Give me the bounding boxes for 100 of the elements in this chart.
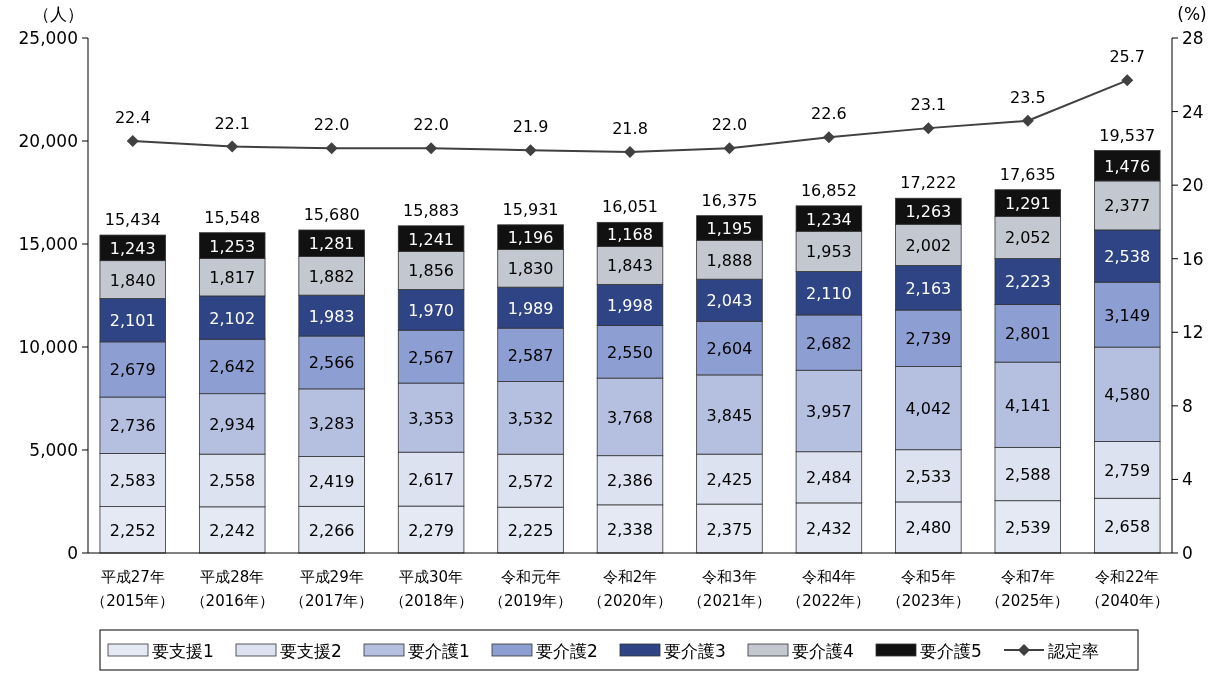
data-label: 2,279 [408, 520, 455, 540]
y2-tick-label: 8 [1182, 395, 1193, 416]
point [126, 135, 139, 147]
point [425, 142, 438, 155]
data-label: 2,604 [706, 339, 753, 359]
data-label: 21.8 [612, 119, 648, 139]
data-label: 2,338 [607, 519, 653, 539]
data-label: 1,856 [408, 261, 455, 281]
total-label: 15,548 [204, 207, 261, 227]
total-label: 16,375 [701, 190, 758, 210]
legend-label: 要介護3 [664, 641, 726, 661]
data-label: 2,801 [1004, 324, 1051, 344]
data-label: 1,843 [607, 256, 653, 276]
data-label: 2,759 [1104, 460, 1151, 480]
y-tick-label: 5,000 [29, 440, 78, 460]
y2-tick-label: 24 [1182, 101, 1204, 122]
y-tick-label: 25,000 [18, 28, 78, 48]
data-label: 2,583 [109, 471, 156, 490]
y-tick-label: 20,000 [18, 131, 78, 151]
data-label: 2,266 [308, 520, 355, 540]
total-label: 17,635 [999, 164, 1056, 184]
data-label: 1,263 [905, 202, 952, 222]
point [325, 142, 338, 155]
data-label: 3,532 [507, 408, 554, 428]
data-label: 23.1 [910, 95, 947, 115]
data-label: 4,580 [1104, 385, 1151, 405]
y2-tick-label: 4 [1182, 469, 1193, 490]
point [226, 140, 239, 153]
y2-tick-label: 16 [1182, 248, 1204, 269]
data-label: 2,002 [905, 235, 952, 255]
data-label: 1,817 [209, 268, 256, 288]
data-label: 1,291 [1004, 194, 1051, 214]
data-label: 2,539 [1004, 517, 1051, 537]
data-label: 2,572 [507, 471, 554, 491]
data-label: 21.9 [512, 117, 549, 137]
data-label: 3,149 [1104, 305, 1151, 325]
point [624, 146, 636, 159]
data-label: 22.0 [313, 115, 350, 135]
data-label: 3,957 [805, 401, 852, 421]
data-label: 2,223 [1004, 272, 1051, 292]
y2-tick-label: 0 [1182, 543, 1193, 563]
point [524, 144, 537, 157]
data-label: 2,550 [607, 342, 653, 362]
data-label: 1,888 [706, 250, 753, 270]
data-label: 2,538 [1104, 247, 1151, 267]
point [922, 122, 935, 135]
data-label: 2,588 [1004, 465, 1051, 485]
legend-label: 要介護2 [536, 641, 598, 661]
data-label: 4,042 [905, 399, 952, 419]
y2-tick-label: 20 [1182, 175, 1204, 196]
data-label: 1,234 [805, 209, 852, 229]
data-label: 2,558 [209, 471, 256, 491]
data-label: 2,225 [507, 521, 554, 541]
x-tick-label: 平成30年（2018年） [389, 568, 473, 610]
legend-label: 要支援1 [152, 641, 214, 661]
point [822, 131, 835, 144]
data-label: 2,739 [905, 329, 952, 349]
data-label: 2,533 [905, 466, 952, 486]
data-label: 1,983 [308, 306, 355, 326]
data-label: 1,168 [607, 225, 653, 245]
data-label: 4,141 [1004, 395, 1051, 415]
data-label: 1,953 [805, 242, 852, 262]
legend-label: 要介護4 [792, 641, 854, 661]
y-tick-label: 10,000 [18, 337, 78, 357]
total-label: 16,852 [800, 180, 857, 200]
data-label: 2,419 [308, 472, 355, 492]
x-tick-label: 令和7年（2025年） [986, 568, 1070, 610]
data-label: 22.1 [214, 113, 251, 133]
data-label: 2,642 [209, 357, 256, 377]
point [1121, 74, 1134, 87]
data-label: 1,241 [408, 229, 455, 249]
data-label: 2,375 [706, 519, 753, 539]
y2-tick-label: 28 [1182, 28, 1204, 48]
data-label: 2,052 [1004, 228, 1051, 248]
data-label: 3,283 [308, 413, 355, 433]
total-label: 15,680 [303, 204, 360, 224]
data-label: 2,658 [1104, 516, 1151, 536]
data-label: 2,682 [805, 333, 852, 353]
data-label: 1,196 [507, 228, 554, 248]
data-label: 2,252 [109, 520, 156, 540]
x-tick-label: 令和3年（2021年） [687, 568, 772, 610]
x-tick-label: 令和4年（2022年） [787, 568, 871, 610]
data-label: 2,679 [109, 360, 156, 380]
legend-label: 要支援2 [280, 641, 342, 661]
data-label: 22.4 [114, 108, 151, 127]
data-label: 2,934 [209, 414, 256, 434]
y-axis-title: （人） [32, 4, 84, 24]
y2-axis-title: (%) [1177, 4, 1207, 24]
total-label: 16,051 [602, 197, 658, 217]
total-label: 17,222 [900, 173, 957, 193]
point [1021, 114, 1034, 127]
data-label: 1,281 [308, 234, 355, 254]
data-label: 22.0 [711, 115, 748, 135]
data-label: 25.7 [1109, 47, 1146, 67]
data-label: 2,242 [209, 520, 256, 540]
y-tick-label: 0 [67, 543, 78, 563]
data-label: 1,253 [209, 236, 256, 256]
y-tick-label: 15,000 [18, 234, 78, 254]
data-label: 1,476 [1104, 156, 1151, 176]
data-label: 2,425 [706, 470, 753, 490]
